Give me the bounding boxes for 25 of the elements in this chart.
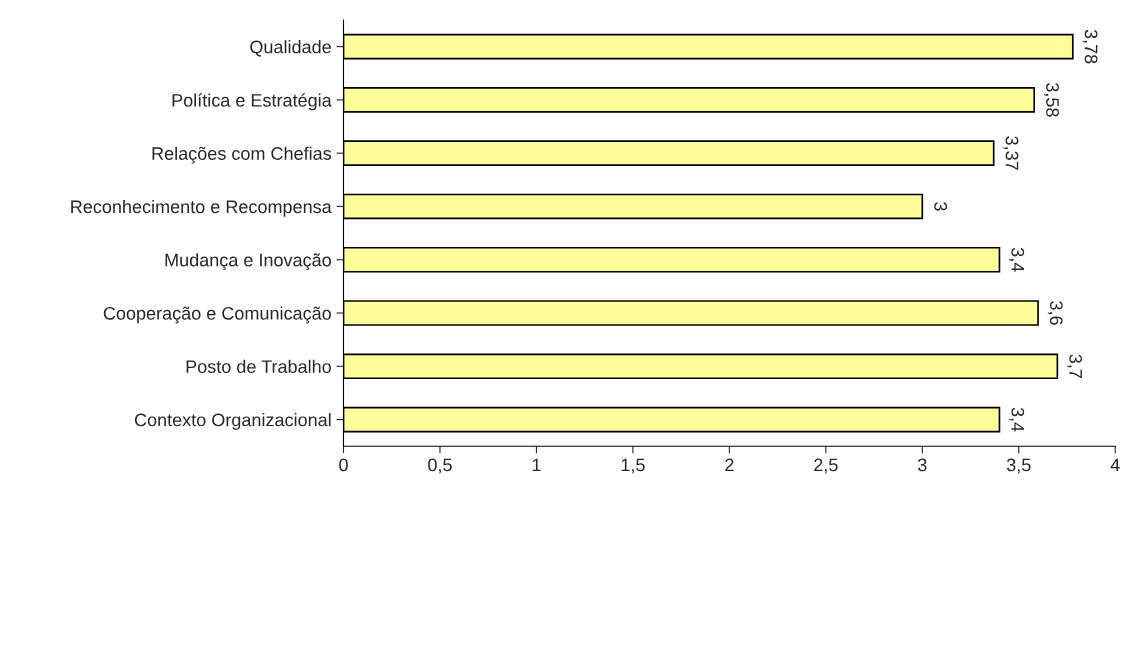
data-label: 3,4 [1009, 247, 1025, 272]
y-tick-label: Qualidade [250, 40, 331, 57]
x-tick-label: 3 [917, 458, 927, 472]
x-tick-label: 2 [725, 458, 734, 472]
y-tick-label: Cooperação e Comunicação [103, 306, 331, 324]
x-tick-label: 2,5 [814, 458, 838, 474]
data-label: 3,58 [1043, 83, 1059, 117]
y-tick-label: Mudança e Inovação [165, 253, 331, 271]
x-tick-label: 1 [532, 458, 541, 472]
data-label: 3,37 [1003, 136, 1019, 170]
x-tick-label: 1,5 [621, 458, 645, 474]
data-label: 3,78 [1082, 29, 1098, 64]
y-tick-label: Contexto Organizacional [134, 413, 331, 430]
y-tick-label: Posto de Trabalho [186, 359, 331, 374]
x-tick-label: 0 [339, 458, 348, 472]
x-tick-label: 4 [1110, 458, 1120, 472]
data-label: 3,7 [1067, 354, 1083, 378]
y-tick-label: Política e Estratégia [172, 93, 332, 111]
data-label: 3,6 [1047, 301, 1063, 325]
data-label: 3,4 [1009, 407, 1025, 432]
y-tick-label: Reconhecimento e Recompensa [71, 199, 332, 217]
y-tick-label: Relações com Chefias [152, 146, 332, 164]
x-tick-label: 0,5 [428, 458, 452, 474]
x-tick-label: 3,5 [1006, 458, 1031, 474]
data-label: 3 [934, 202, 947, 211]
